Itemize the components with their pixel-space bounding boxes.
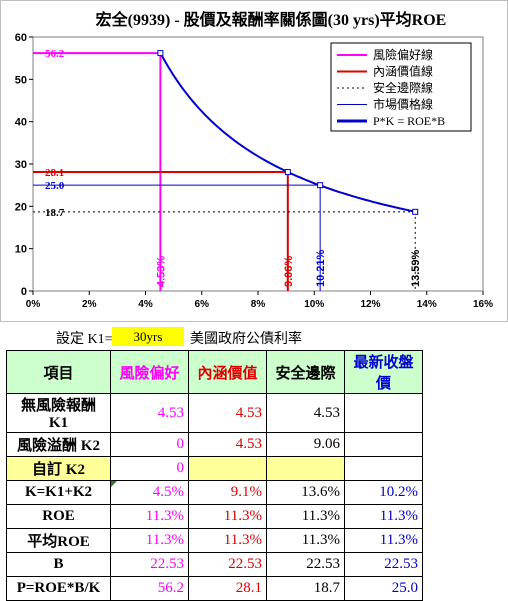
table-body: 無風險報酬 K1 4.53 4.53 4.53 風險溢酬 K2 0 4.53 9.06 自訂 K… [6,393,423,601]
table-cell: 4.53 [188,432,267,457]
x-tick-label: 6% [195,299,210,310]
row-label: 風險溢酬 K2 [6,432,111,457]
table-cell [266,456,345,481]
pct-label: 13.59% [410,249,422,287]
table-row: 平均ROE 11.3% 11.3% 11.3% 11.3% [6,528,423,553]
x-tick-label: 16% [473,299,493,310]
price-label: 25.0 [45,180,65,192]
y-tick-label: 60 [15,32,27,44]
legend-box [330,42,472,132]
x-tick-label: 10% [304,299,324,310]
row-label: 無風險報酬 K1 [6,393,111,433]
x-tick-label: 0% [26,299,41,310]
table-header-row: 項目 風險偏好 內涵價值 安全邊際 最新收盤價 [6,350,423,394]
price-label: 56.2 [45,48,65,60]
table-cell [344,393,423,433]
chart-area: 宏全(9939) - 股價及報酬率關係圖(30 yrs)平均ROE 0 10 20 3… [0,0,508,322]
x-tick-label: 2% [82,299,97,310]
table-header-item: 項目 [6,350,111,394]
table-cell: 11.3% [188,504,267,529]
table-cell: 11.3% [110,528,189,553]
table-cell: 4.5% [110,480,189,505]
table-cell: 4.53 [266,393,345,433]
table-header-latest-close: 最新收盤價 [344,350,423,394]
table-cell: 22.53 [188,552,267,577]
legend-entry: 市場價格線 [373,97,433,112]
y-tick-label: 30 [15,159,27,171]
legend-entry: 安全邊際線 [373,80,433,95]
table-cell: 11.3% [110,504,189,529]
table-cell: 11.3% [344,504,423,529]
table-cell: 11.3% [188,528,267,553]
table-cell: 22.53 [344,552,423,577]
row-label: 平均ROE [6,528,111,553]
price-label: 28.1 [45,167,64,179]
table-row: 無風險報酬 K1 4.53 4.53 4.53 [6,393,423,433]
lines-layer: 56.2 4.53% 28.1 9.06% 18.7 13.59% 25.0 10.21% [33,48,422,291]
settings-value-k1[interactable]: 30yrs [112,327,184,346]
y-tick-label: 50 [15,74,27,86]
table-cell: 22.53 [110,552,189,577]
chart-svg: 宏全(9939) - 股價及報酬率關係圖(30 yrs)平均ROE 0 10 20 3… [15,10,493,310]
curve-point-marker [284,169,291,176]
legend-entry: 內涵價值線 [373,64,433,79]
row-label: K=K1+K2 [6,480,111,505]
curve-point-marker [412,208,419,215]
table-cell: 56.2 [110,576,189,601]
y-tick-label: 10 [15,244,27,256]
legend-entry: 風險偏好線 [373,47,433,62]
table-cell: 11.3% [266,528,345,553]
table-header-risk-preference: 風險偏好 [110,350,189,394]
settings-description: 美國政府公債利率 [190,332,302,347]
table-cell: 22.53 [266,552,345,577]
y-tick-label: 20 [15,201,27,213]
table-header-safety-margin: 安全邊際 [266,350,345,394]
settings-row: 設定 K1= 30yrs 美國政府公債利率 [0,326,508,348]
table-cell: 4.53 [188,393,267,433]
table-row: B 22.53 22.53 22.53 22.53 [6,552,423,577]
y-tick-label: 0 [21,286,27,298]
table-row: P=ROE*B/K 56.2 28.1 18.7 25.0 [6,576,423,601]
table-cell: 0 [110,432,189,457]
table-row: ROE 11.3% 11.3% 11.3% 11.3% [6,504,423,529]
table-cell[interactable]: 0 [110,456,189,481]
pct-label: 9.06% [283,256,295,287]
price-label: 18.7 [45,207,65,219]
curve-point-marker [157,50,164,57]
table-row: K=K1+K2 4.5% 9.1% 13.6% 10.2% [6,480,423,505]
table-cell [344,456,423,481]
table-cell: 10.2% [344,480,423,505]
table-cell: 11.3% [344,528,423,553]
table-row: 自訂 K2 0 [6,456,423,481]
table-cell: 18.7 [266,576,345,601]
curve-point-marker [317,182,324,189]
pct-label: 10.21% [315,249,327,287]
table-cell [344,432,423,457]
table-cell: 11.3% [266,504,345,529]
row-label: B [6,552,111,577]
chart-title: 宏全(9939) - 股價及報酬率關係圖(30 yrs)平均ROE [96,10,447,29]
table-cell: 13.6% [266,480,345,505]
x-tick-label: 4% [138,299,153,310]
legend-entry: P*K = ROE*B [373,114,445,128]
x-tick-label: 8% [251,299,266,310]
table-cell [188,456,267,481]
row-label: P=ROE*B/K [6,576,111,601]
table-header-intrinsic-value: 內涵價值 [188,350,267,394]
row-label: ROE [6,504,111,529]
y-tick-label: 40 [15,117,27,129]
table-cell: 28.1 [188,576,267,601]
x-tick-label: 14% [417,299,437,310]
x-tick-label: 12% [360,299,380,310]
table-cell: 25.0 [344,576,423,601]
table-cell: 9.1% [188,480,267,505]
valuation-table: 項目 風險偏好 內涵價值 安全邊際 最新收盤價 無風險報酬 K1 4.53 4.53… [6,350,423,601]
settings-label: 設定 K1= [56,332,113,347]
table-cell: 4.53 [110,393,189,433]
table-row: 風險溢酬 K2 0 4.53 9.06 [6,432,423,457]
table-cell: 9.06 [266,432,345,457]
row-label: 自訂 K2 [6,456,111,481]
pct-label: 4.53% [155,256,167,287]
